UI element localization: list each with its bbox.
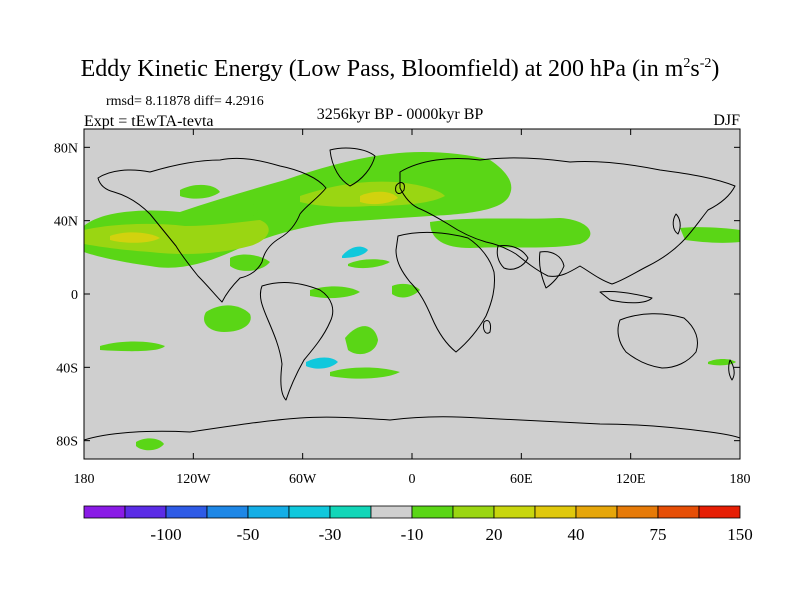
colorbar-swatch bbox=[575, 505, 618, 519]
period-label: 3256kyr BP - 0000kyr BP bbox=[316, 106, 484, 123]
colorbar-swatch bbox=[616, 505, 659, 519]
x-tick-label: 60E bbox=[510, 472, 533, 487]
coastline-japan bbox=[672, 213, 681, 235]
anomaly-region-central-atlantic bbox=[310, 286, 360, 299]
coastline-british-isles bbox=[395, 182, 405, 194]
anomaly-region-antarctic-coast bbox=[136, 438, 164, 451]
anomaly-region-mexico bbox=[230, 254, 270, 271]
colorbar-swatch bbox=[534, 505, 577, 519]
figure-title: Eddy Kinetic Energy (Low Pass, Bloomfiel… bbox=[80, 56, 720, 82]
x-tick-label: 60W bbox=[289, 472, 317, 487]
coastline-greenland bbox=[329, 147, 376, 187]
coastline-africa bbox=[395, 231, 495, 353]
anomaly-region-south-pacific bbox=[100, 341, 165, 352]
y-tick-label: 40N bbox=[54, 215, 78, 230]
x-tick-label: 0 bbox=[409, 472, 416, 487]
season-label: DJF bbox=[713, 112, 740, 129]
anomaly-region-south-atlantic bbox=[345, 326, 378, 355]
coastline-arabia bbox=[496, 245, 529, 270]
x-tick-label: 120W bbox=[176, 472, 211, 487]
colorbar-swatch bbox=[698, 505, 741, 519]
colorbar: -100 -50 -30 -10 20 40 75 150 bbox=[83, 505, 753, 544]
colorbar-label: -30 bbox=[319, 525, 342, 544]
y-tick-label: 80S bbox=[56, 435, 78, 450]
anomaly-negative bbox=[306, 246, 368, 369]
coastline-eurasia bbox=[399, 157, 736, 285]
colorbar-swatch bbox=[452, 505, 495, 519]
coastline-madagascar bbox=[483, 319, 491, 334]
colorbar-swatch bbox=[411, 505, 454, 519]
colorbar-swatch bbox=[657, 505, 700, 519]
colorbar-swatch bbox=[329, 505, 372, 519]
colorbar-label: -10 bbox=[401, 525, 424, 544]
coastline-indonesia bbox=[599, 291, 653, 304]
anomaly-region-north-pacific bbox=[236, 202, 258, 218]
coastline-north-america bbox=[97, 157, 327, 303]
anomaly-region-pacific-jet-core bbox=[84, 220, 269, 254]
anomaly-region-mideast-band bbox=[430, 218, 591, 248]
y-axis-tick-labels: 80N 40N 0 40S 80S bbox=[54, 141, 78, 449]
y-tick-label: 40S bbox=[56, 361, 78, 376]
anomaly-region-pacific-east bbox=[680, 227, 740, 243]
anomaly-region-canada bbox=[180, 184, 220, 199]
colorbar-swatch bbox=[288, 505, 331, 519]
anomaly-region-equatorial-atlantic bbox=[392, 283, 420, 298]
anomaly-region-south-atlantic-strip bbox=[330, 367, 400, 379]
x-axis-tick-labels: 180 120W 60W 0 60E 120E 180 bbox=[74, 472, 751, 487]
x-tick-label: 180 bbox=[74, 472, 95, 487]
anomaly-region-west-pacific-south bbox=[204, 305, 251, 332]
coastlines bbox=[84, 147, 740, 441]
y-tick-label: 0 bbox=[71, 288, 78, 303]
colorbar-swatch bbox=[124, 505, 167, 519]
x-tick-label: 180 bbox=[730, 472, 751, 487]
coastline-antarctica bbox=[84, 416, 740, 441]
y-tick-label: 80N bbox=[54, 141, 78, 156]
map-frame bbox=[83, 128, 741, 460]
colorbar-swatch bbox=[493, 505, 536, 519]
colorbar-swatch bbox=[206, 505, 249, 519]
colorbar-swatch bbox=[370, 505, 413, 519]
anomaly-positive-high bbox=[110, 191, 398, 243]
anomaly-fields bbox=[84, 147, 740, 451]
anomaly-region-pacific-max bbox=[110, 232, 160, 243]
experiment-label: Expt = tEwTA-tevta bbox=[84, 113, 214, 130]
colorbar-label: -100 bbox=[150, 525, 181, 544]
colorbar-label: 20 bbox=[486, 525, 503, 544]
anomaly-region-atlantic-max bbox=[360, 191, 398, 205]
colorbar-swatch bbox=[83, 505, 126, 519]
colorbar-swatch bbox=[165, 505, 208, 519]
stats-text: rmsd= 8.11878 diff= 4.2916 bbox=[106, 94, 264, 109]
colorbar-label: 150 bbox=[727, 525, 753, 544]
coastline-india bbox=[539, 251, 565, 289]
colorbar-label: -50 bbox=[237, 525, 260, 544]
x-tick-label: 120E bbox=[616, 472, 646, 487]
coastline-australia bbox=[617, 313, 698, 369]
anomaly-region-tropical-atlantic bbox=[348, 259, 390, 269]
colorbar-label: 75 bbox=[650, 525, 667, 544]
colorbar-swatch bbox=[247, 505, 290, 519]
colorbar-label: 40 bbox=[568, 525, 585, 544]
anomaly-region-negative-caribbean bbox=[342, 246, 368, 258]
coastline-new-zealand bbox=[728, 359, 735, 381]
coastline-south-america bbox=[259, 282, 334, 401]
anomaly-region-negative-south-america bbox=[306, 357, 338, 369]
